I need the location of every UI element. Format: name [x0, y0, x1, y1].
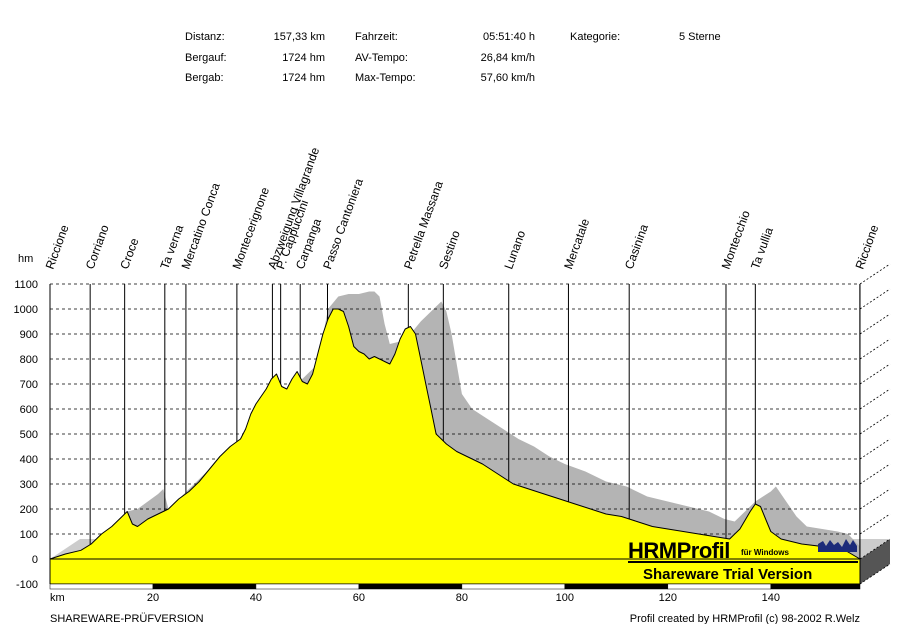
x-axis-scale-segment	[255, 583, 360, 590]
x-axis-scale-segment	[564, 583, 669, 590]
y-gridline-depth	[859, 513, 891, 535]
y-gridline-depth	[859, 338, 891, 360]
x-tick-label: 100	[556, 592, 574, 604]
y-gridline-depth	[859, 463, 891, 485]
ride-time-value: 05:51:40 h	[483, 31, 535, 43]
x-axis-scale-segment	[358, 583, 463, 590]
logo-subtitle: für Windows	[741, 548, 789, 557]
waypoint-label: Sestino	[436, 228, 463, 271]
y-tick-label: 1000	[14, 304, 38, 316]
waypoint-label: Riccione	[43, 223, 72, 271]
waypoint-label: Passo Cantoniera	[320, 176, 366, 271]
x-tick-label: 40	[250, 592, 262, 604]
max-speed-value: 57,60 km/h	[480, 72, 535, 84]
y-axis-label: hm	[18, 253, 33, 265]
x-tick-label: 20	[147, 592, 159, 604]
y-tick-label: 500	[20, 429, 38, 441]
y-tick-label: 700	[20, 379, 38, 391]
x-axis-label: km	[50, 592, 65, 604]
category-value: 5 Sterne	[679, 31, 721, 43]
footer-right: Profil created by HRMProfil (c) 98-2002 …	[630, 613, 860, 624]
elevation-profile-area	[49, 308, 861, 560]
waypoint-label: Corriano	[83, 223, 112, 271]
ascent-value: 1724 hm	[282, 52, 325, 64]
x-tick-label: 80	[456, 592, 468, 604]
logo-mini-profile-icon	[818, 539, 857, 552]
distance-label: Distanz:	[185, 31, 225, 43]
ride-summary: Distanz: 157,33 km Bergauf: 1724 hm Berg…	[0, 0, 910, 100]
y-tick-label: 400	[20, 454, 38, 466]
waypoint-label: Riccione	[853, 223, 882, 271]
waypoint-label: Croce	[117, 236, 141, 271]
x-axis-scale-segment	[152, 583, 257, 590]
y-gridline-depth	[859, 438, 891, 460]
distance-value: 157,33 km	[273, 31, 325, 43]
avg-speed-value: 26,84 km/h	[480, 52, 535, 64]
waypoint-label: Mercatale	[561, 216, 592, 271]
y-tick-label: 0	[32, 554, 38, 566]
logo-title: HRMProfil	[628, 538, 730, 563]
y-gridline-depth	[859, 288, 891, 310]
y-gridline-depth	[859, 388, 891, 410]
trial-notice: Shareware Trial Version	[643, 566, 812, 583]
waypoint-label: Lunano	[501, 228, 528, 271]
y-gridline-depth	[859, 363, 891, 385]
descent-label: Bergab:	[185, 72, 224, 84]
y-tick-label: 900	[20, 329, 38, 341]
profile-base-band	[50, 559, 860, 584]
footer-left: SHAREWARE-PRÜFVERSION	[50, 613, 204, 624]
waypoint-label: Montecerignone	[230, 185, 273, 271]
y-tick-label: -100	[16, 579, 38, 591]
descent-value: 1724 hm	[282, 72, 325, 84]
avg-speed-label: AV-Tempo:	[355, 52, 408, 64]
waypoint-label: Mercatino Conca	[179, 181, 223, 271]
waypoint-label: Ta vullia	[748, 225, 776, 271]
y-gridline-depth	[859, 313, 891, 335]
x-axis-scale-segment	[770, 583, 861, 590]
y-tick-label: 600	[20, 404, 38, 416]
ascent-label: Bergauf:	[185, 52, 227, 64]
ride-time-label: Fahrzeit:	[355, 31, 398, 43]
x-axis-scale-segment	[49, 583, 154, 590]
y-tick-label: 800	[20, 354, 38, 366]
x-tick-label: 140	[762, 592, 780, 604]
y-gridline-depth	[859, 488, 891, 510]
slab-side-face	[860, 539, 890, 584]
x-axis-scale-segment	[667, 583, 772, 590]
category-label: Kategorie:	[570, 31, 621, 43]
waypoint-label: Montecchio	[719, 208, 753, 271]
y-tick-label: 1100	[14, 279, 38, 291]
y-tick-label: 200	[20, 504, 38, 516]
waypoint-label: Casinina	[622, 222, 651, 271]
logo-rule	[628, 561, 858, 563]
max-speed-label: Max-Tempo:	[355, 72, 416, 84]
x-tick-label: 120	[659, 592, 677, 604]
y-tick-label: 100	[20, 529, 38, 541]
y-tick-label: 300	[20, 479, 38, 491]
y-gridline-depth	[859, 413, 891, 435]
x-axis-scale-segment	[461, 583, 566, 590]
x-tick-label: 60	[353, 592, 365, 604]
